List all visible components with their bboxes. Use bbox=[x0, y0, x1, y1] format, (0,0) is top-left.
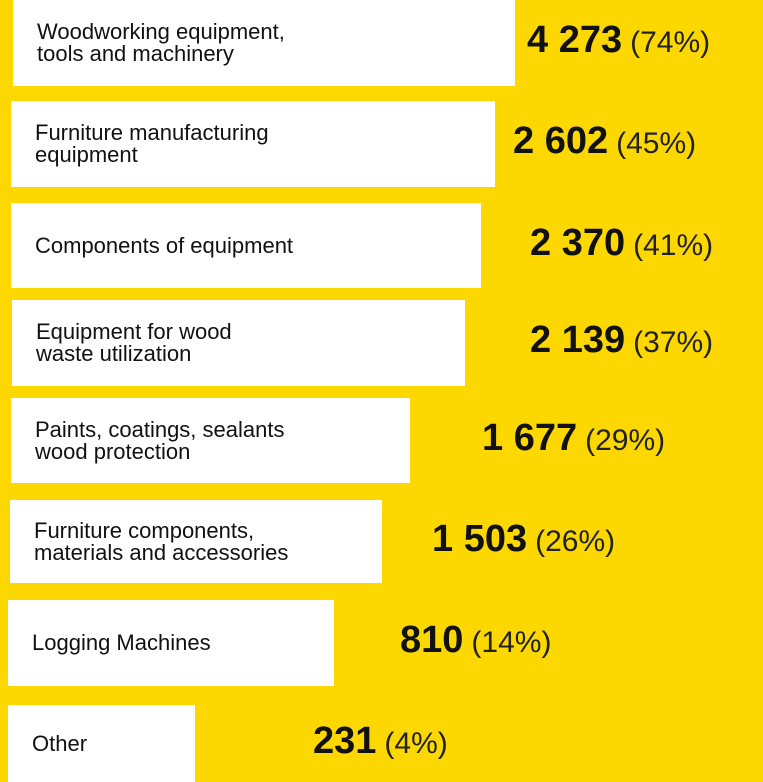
category-label: Equipment for wood waste utilization bbox=[36, 319, 232, 366]
category-label: Components of equipment bbox=[35, 232, 294, 258]
category-label: Furniture manufacturing equipment bbox=[35, 120, 269, 167]
value-label: 2 370 bbox=[530, 221, 626, 264]
value-group: 4 273 (74%) bbox=[527, 19, 710, 62]
category-box: Furniture components, materials and acce… bbox=[10, 500, 382, 583]
value-label: 1 677 bbox=[482, 416, 578, 459]
value-group: 231 (4%) bbox=[313, 720, 448, 763]
category-box: Other bbox=[8, 705, 195, 782]
value-label: 1 503 bbox=[432, 517, 528, 560]
value-group: 1 503 (26%) bbox=[432, 518, 615, 561]
share-label: (26%) bbox=[535, 524, 616, 558]
value-label: 2 602 bbox=[513, 120, 609, 162]
value-label: 231 bbox=[313, 719, 377, 762]
value-group: 1 677 (29%) bbox=[482, 417, 665, 460]
share-label: (4%) bbox=[384, 726, 448, 760]
category-label: Logging Machines bbox=[32, 630, 211, 655]
share-label: (74%) bbox=[630, 26, 711, 59]
category-box: Paints, coatings, sealants wood protecti… bbox=[11, 398, 410, 483]
value-group: 2 139 (37%) bbox=[530, 319, 713, 362]
category-box: Logging Machines bbox=[8, 600, 334, 686]
share-label: (41%) bbox=[633, 228, 714, 262]
share-label: (29%) bbox=[585, 423, 666, 457]
value-group: 810 (14%) bbox=[400, 619, 551, 662]
category-box: Furniture manufacturing equipment bbox=[11, 101, 495, 187]
category-box: Components of equipment bbox=[11, 203, 481, 288]
category-box: Woodworking equipment, tools and machine… bbox=[13, 0, 515, 86]
category-label: Furniture components, materials and acce… bbox=[34, 517, 289, 565]
value-label: 810 bbox=[400, 619, 464, 661]
share-label: (14%) bbox=[471, 626, 552, 659]
category-label: Other bbox=[32, 730, 88, 756]
value-label: 4 273 bbox=[527, 19, 623, 61]
category-box: Equipment for wood waste utilization bbox=[12, 300, 465, 386]
share-label: (37%) bbox=[633, 326, 714, 359]
value-group: 2 370 (41%) bbox=[530, 222, 713, 265]
value-group: 2 602 (45%) bbox=[513, 120, 696, 163]
category-label: Paints, coatings, sealants wood protecti… bbox=[35, 416, 285, 464]
share-label: (45%) bbox=[616, 127, 697, 160]
category-label: Woodworking equipment, tools and machine… bbox=[37, 19, 285, 66]
value-label: 2 139 bbox=[530, 319, 626, 361]
